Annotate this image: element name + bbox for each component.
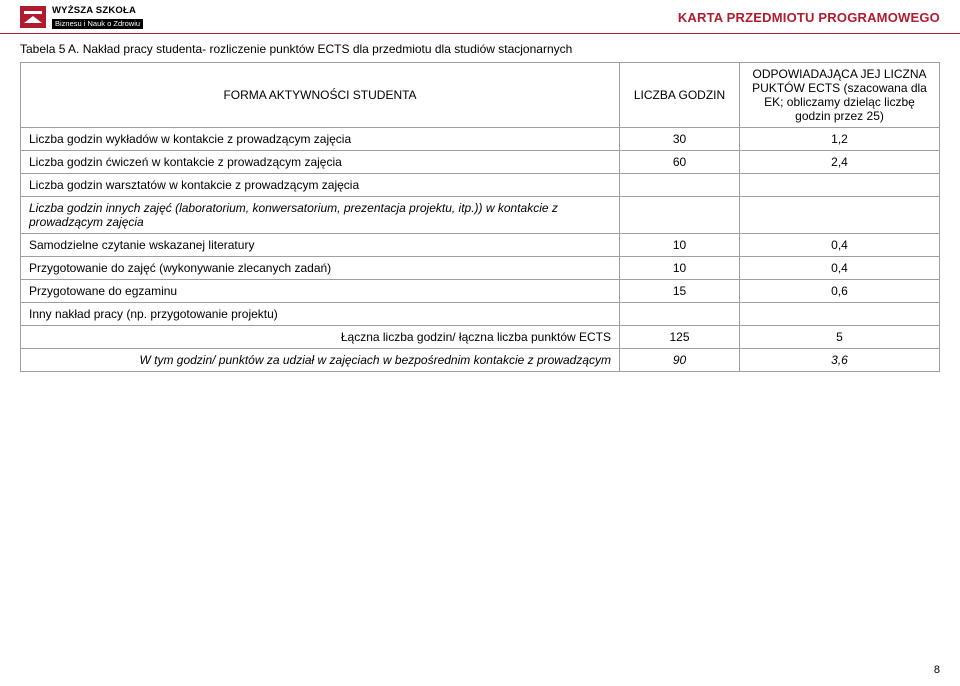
cell-hours (620, 302, 740, 325)
cell-hours: 60 (620, 150, 740, 173)
cell-activity: Łączna liczba godzin/ łączna liczba punk… (21, 325, 620, 348)
cell-hours: 30 (620, 127, 740, 150)
cell-hours: 125 (620, 325, 740, 348)
cell-hours: 90 (620, 348, 740, 371)
cell-ects: 0,6 (740, 279, 940, 302)
col-header-ects: ODPOWIADAJĄCA JEJ LICZNA PUKTÓW ECTS (sz… (740, 62, 940, 127)
cell-ects (740, 173, 940, 196)
table-row: Łączna liczba godzin/ łączna liczba punk… (21, 325, 940, 348)
logo: WYŻSZA SZKOŁA Biznesu i Nauk o Zdrowiu (20, 6, 143, 29)
cell-ects: 3,6 (740, 348, 940, 371)
table-row: Liczba godzin wykładów w kontakcie z pro… (21, 127, 940, 150)
cell-ects: 1,2 (740, 127, 940, 150)
cell-activity: W tym godzin/ punktów za udział w zajęci… (21, 348, 620, 371)
table-header-row: FORMA AKTYWNOŚCI STUDENTA LICZBA GODZIN … (21, 62, 940, 127)
table-row: Przygotowanie do zajęć (wykonywanie zlec… (21, 256, 940, 279)
page-title: KARTA PRZEDMIOTU PROGRAMOWEGO (678, 10, 940, 25)
cell-activity: Przygotowanie do zajęć (wykonywanie zlec… (21, 256, 620, 279)
cell-hours (620, 196, 740, 233)
cell-hours: 10 (620, 233, 740, 256)
cell-ects: 5 (740, 325, 940, 348)
cell-ects (740, 302, 940, 325)
table-row: Samodzielne czytanie wskazanej literatur… (21, 233, 940, 256)
col-header-hours: LICZBA GODZIN (620, 62, 740, 127)
cell-activity: Liczba godzin wykładów w kontakcie z pro… (21, 127, 620, 150)
cell-hours (620, 173, 740, 196)
cell-activity: Liczba godzin ćwiczeń w kontakcie z prow… (21, 150, 620, 173)
ects-table: FORMA AKTYWNOŚCI STUDENTA LICZBA GODZIN … (20, 62, 940, 372)
cell-activity: Liczba godzin innych zajęć (laboratorium… (21, 196, 620, 233)
table-row: Inny nakład pracy (np. przygotowanie pro… (21, 302, 940, 325)
cell-ects: 0,4 (740, 233, 940, 256)
table-row: Liczba godzin innych zajęć (laboratorium… (21, 196, 940, 233)
cell-hours: 15 (620, 279, 740, 302)
page-header: WYŻSZA SZKOŁA Biznesu i Nauk o Zdrowiu K… (0, 0, 960, 34)
logo-icon (20, 6, 46, 28)
table-caption: Tabela 5 A. Nakład pracy studenta- rozli… (0, 34, 960, 62)
cell-activity: Inny nakład pracy (np. przygotowanie pro… (21, 302, 620, 325)
cell-ects (740, 196, 940, 233)
page-number: 8 (934, 664, 940, 676)
col-header-activity: FORMA AKTYWNOŚCI STUDENTA (21, 62, 620, 127)
table-body: Liczba godzin wykładów w kontakcie z pro… (21, 127, 940, 371)
cell-activity: Samodzielne czytanie wskazanej literatur… (21, 233, 620, 256)
cell-activity: Przygotowane do egzaminu (21, 279, 620, 302)
logo-line1: WYŻSZA SZKOŁA (52, 6, 143, 16)
table-row: Liczba godzin warsztatów w kontakcie z p… (21, 173, 940, 196)
table-row: Przygotowane do egzaminu150,6 (21, 279, 940, 302)
cell-hours: 10 (620, 256, 740, 279)
cell-ects: 0,4 (740, 256, 940, 279)
table-row: Liczba godzin ćwiczeń w kontakcie z prow… (21, 150, 940, 173)
cell-activity: Liczba godzin warsztatów w kontakcie z p… (21, 173, 620, 196)
logo-text: WYŻSZA SZKOŁA Biznesu i Nauk o Zdrowiu (52, 6, 143, 29)
logo-line2: Biznesu i Nauk o Zdrowiu (52, 19, 143, 29)
table-row: W tym godzin/ punktów za udział w zajęci… (21, 348, 940, 371)
cell-ects: 2,4 (740, 150, 940, 173)
